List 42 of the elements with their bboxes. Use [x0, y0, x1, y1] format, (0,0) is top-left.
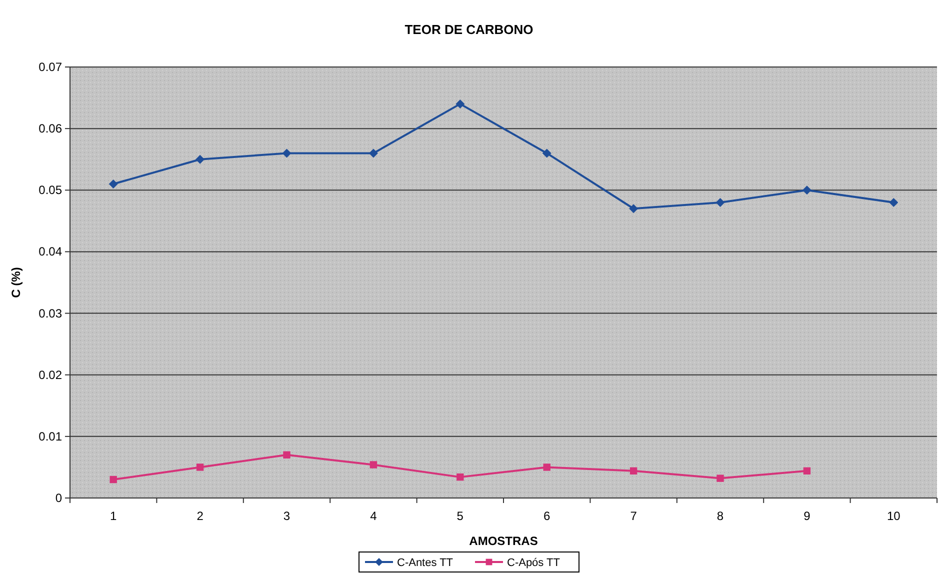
x-tick-label: 7 [630, 509, 638, 523]
point [108, 179, 118, 188]
point [803, 467, 811, 475]
point [456, 473, 464, 481]
y-tick-label: 0.06 [38, 122, 62, 136]
x-tick-label: 8 [716, 509, 724, 523]
x-tick-label: 5 [456, 509, 464, 523]
point [716, 474, 724, 482]
legend-label: C-Antes TT [397, 557, 454, 569]
x-tick-label: 2 [196, 509, 204, 523]
point [630, 467, 638, 475]
x-axis-title: AMOSTRAS [469, 534, 538, 548]
point [542, 148, 552, 158]
y-tick-label: 0.02 [38, 368, 62, 382]
point [196, 464, 204, 471]
x-tick-label: 9 [804, 509, 811, 523]
y-tick-label: 0.07 [38, 60, 62, 74]
point [889, 198, 898, 207]
point [716, 198, 725, 207]
point [368, 148, 378, 158]
x-tick-label: 3 [283, 509, 290, 523]
y-tick-label: 0.04 [38, 244, 62, 259]
y-tick-label: 0.01 [38, 429, 62, 444]
point [196, 154, 205, 164]
legend-label: C-Após TT [507, 557, 560, 569]
point [543, 464, 550, 471]
point [282, 148, 292, 158]
y-tick-label: 0.03 [38, 306, 62, 320]
point [110, 476, 117, 484]
point [370, 461, 378, 468]
y-tick-label: 0.05 [38, 183, 62, 198]
chart-title: TEOR DE CARBONO [404, 22, 534, 37]
point [456, 99, 465, 108]
x-tick-label: 10 [886, 509, 901, 523]
x-tick-label: 1 [110, 509, 118, 523]
y-tick-label: 0 [55, 491, 62, 505]
point [629, 204, 638, 214]
x-tick-label: 4 [370, 509, 378, 523]
y-axis-title: C (%) [9, 267, 23, 298]
x-tick-label: 6 [544, 509, 551, 523]
point [802, 186, 812, 195]
point [283, 451, 290, 458]
